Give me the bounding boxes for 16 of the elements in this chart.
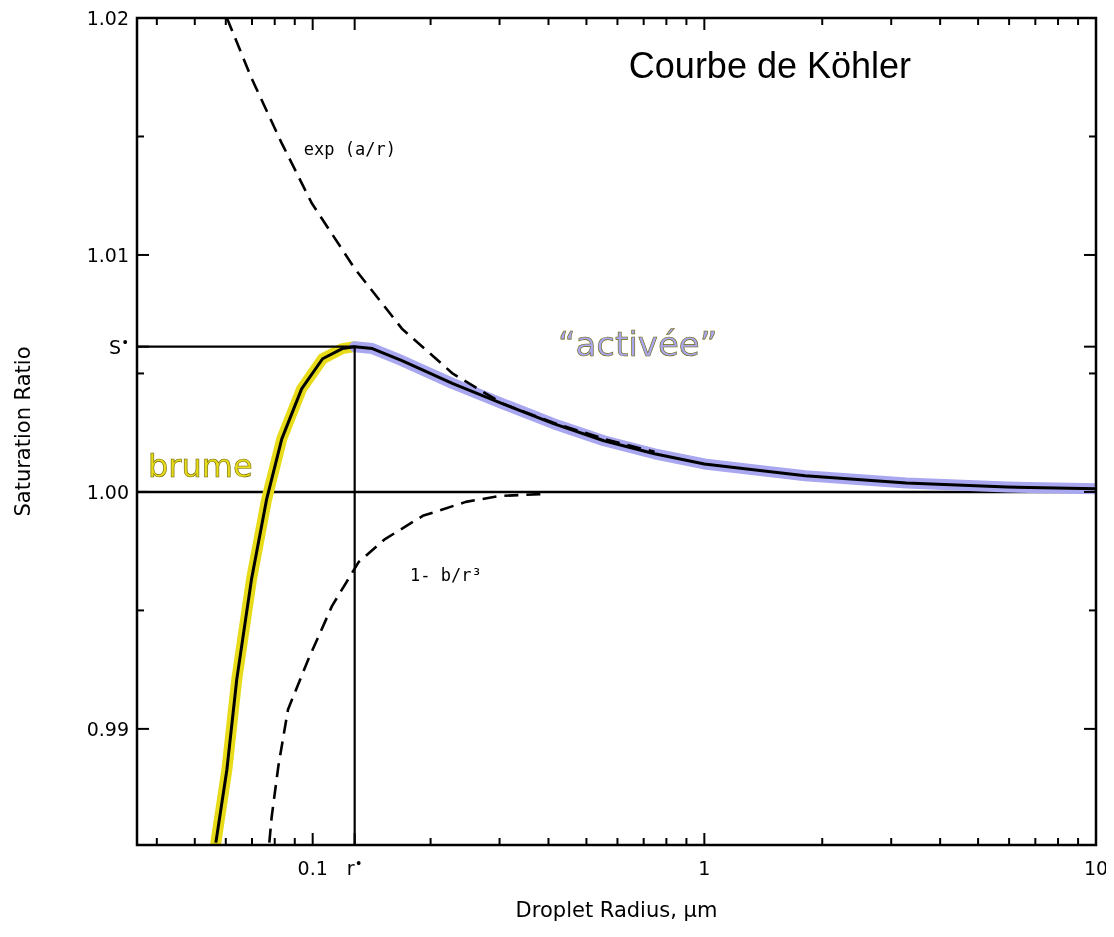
x-tick-label: 10 [1083,857,1109,879]
x-axis-title: Droplet Radius, μm [515,898,718,922]
text: Courbe de Köhler [628,45,912,86]
series-label: “activée” [557,323,718,364]
y-tick-label: 1.00 [86,480,129,503]
x-tick-label: 1 [698,857,711,879]
y-axis-title: Saturation Ratio [11,346,35,517]
y-tick-label: 1.02 [86,7,129,29]
series-label: exp (a/r) [303,139,396,160]
y-tick-label: S$^{•}$ [109,334,129,358]
x-tick-label: r$^{•}$ [346,855,363,879]
text: 1- b/r³ [410,565,482,586]
series-label: brume [148,447,253,486]
y-tick-label: 1.01 [86,243,129,266]
y-tick-label: 0.99 [86,717,129,740]
x-tick-label: 0.1 [297,857,328,879]
